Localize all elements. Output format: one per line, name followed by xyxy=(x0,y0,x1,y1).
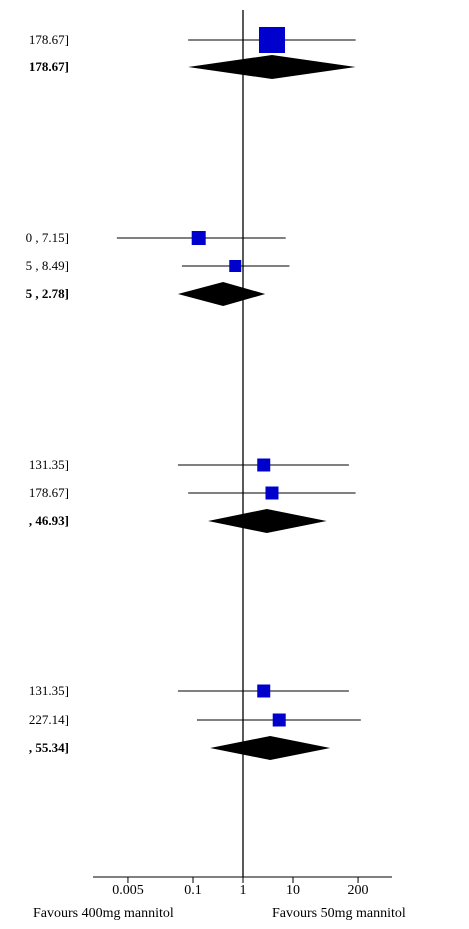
study-estimate-square xyxy=(258,27,285,53)
x-tick-label: 0.1 xyxy=(184,883,202,898)
study-ci-label: 178.67] xyxy=(28,32,69,47)
summary-diamond xyxy=(177,282,266,306)
study-estimate-square xyxy=(257,458,271,472)
summary-diamond xyxy=(210,736,331,760)
study-estimate-square xyxy=(265,486,279,500)
study-ci-label: 131.35] xyxy=(28,683,69,698)
study-estimate-square xyxy=(272,713,286,727)
study-ci-label: 0 , 7.15] xyxy=(25,230,69,245)
study-estimate-square xyxy=(229,260,242,272)
study-ci-label: 178.67] xyxy=(28,485,69,500)
summary-diamond xyxy=(188,55,356,79)
x-tick-label: 200 xyxy=(347,883,369,898)
study-ci-label: 131.35] xyxy=(28,457,69,472)
summary-ci-label: , 46.93] xyxy=(28,513,69,528)
summary-ci-label: 5 , 2.78] xyxy=(25,286,69,301)
x-tick-label: 10 xyxy=(286,883,300,898)
summary-ci-label: 178.67] xyxy=(28,59,69,74)
study-estimate-square xyxy=(257,684,271,698)
favours-left-label: Favours 400mg mannitol xyxy=(33,906,174,921)
summary-diamond xyxy=(208,509,327,533)
study-ci-label: 5 , 8.49] xyxy=(25,258,69,273)
favours-right-label: Favours 50mg mannitol xyxy=(272,906,406,921)
study-estimate-square xyxy=(191,231,206,245)
x-tick-label: 1 xyxy=(239,883,247,898)
study-ci-label: 227.14] xyxy=(28,712,69,727)
summary-ci-label: , 55.34] xyxy=(28,740,69,755)
x-tick-label: 0.005 xyxy=(112,883,144,898)
